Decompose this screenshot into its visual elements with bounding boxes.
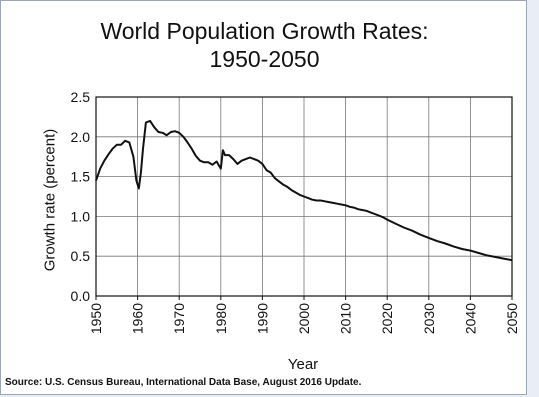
x-tick-label: 1950 — [88, 303, 104, 334]
x-tick-label: 1970 — [171, 303, 187, 334]
chart-title: World Population Growth Rates: 1950-2050 — [1, 17, 528, 73]
x-axis-label: Year — [287, 356, 319, 373]
chart-frame: World Population Growth Rates: 1950-2050 — [0, 0, 527, 395]
y-tick-label: 2.0 — [71, 129, 91, 145]
source-note: Source: U.S. Census Bureau, Internationa… — [5, 377, 362, 388]
x-tick-label: 2020 — [379, 303, 395, 334]
chart-title-line-1: World Population Growth Rates: — [100, 18, 429, 44]
chart-title-line-2: 1950-2050 — [209, 46, 320, 72]
y-tick-label: 0.5 — [71, 248, 91, 264]
plot-area-border — [95, 96, 513, 297]
growth-rate-line — [95, 119, 513, 262]
x-tick-label: 1960 — [130, 303, 146, 334]
x-tick-label: 2040 — [462, 303, 478, 334]
x-tick-label: 2000 — [296, 303, 312, 334]
x-tick-label: 1990 — [254, 303, 270, 334]
x-tick-label: 1980 — [213, 303, 229, 334]
x-tick-label: 2050 — [504, 303, 520, 334]
x-tick-label: 2030 — [421, 303, 437, 334]
y-tick-label: 1.0 — [71, 208, 91, 224]
y-axis-label: Growth rate (percent) — [41, 128, 59, 272]
y-tick-label: 2.5 — [71, 89, 91, 105]
y-tick-label: 1.5 — [71, 169, 91, 185]
x-tick-label: 2010 — [338, 303, 354, 334]
y-tick-label: 0.0 — [71, 288, 91, 304]
